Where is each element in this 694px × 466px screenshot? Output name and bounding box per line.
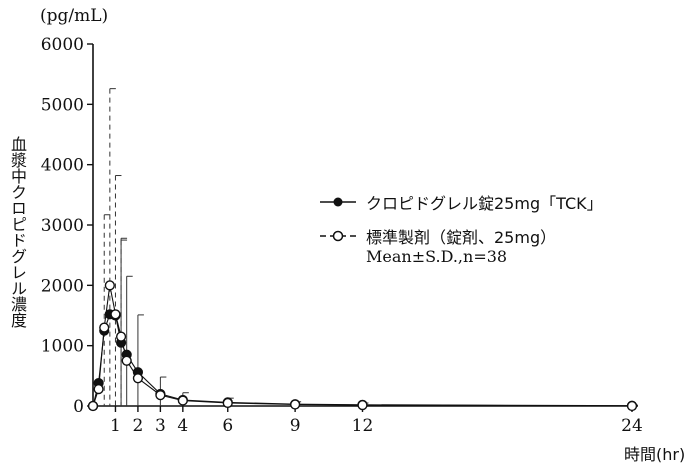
y-tick-label: 0	[73, 397, 84, 417]
data-point-reference	[93, 384, 104, 395]
y-tick-label: 1000	[41, 337, 84, 357]
data-point-reference	[177, 395, 188, 406]
y-tick-label: 3000	[41, 216, 84, 236]
data-point-reference	[104, 280, 115, 291]
legend: クロピドグレル錠25mg「TCK」 標準製剤（錠剤、25mg） Mean±S.D…	[318, 190, 603, 266]
series-line-1	[92, 285, 633, 407]
data-point-reference	[121, 355, 132, 366]
x-tick-label: 6	[222, 416, 233, 436]
x-tick-label: 2	[133, 416, 144, 436]
legend-label-test: クロピドグレル錠25mg「TCK」	[366, 194, 603, 213]
data-point-reference	[222, 397, 233, 409]
y-tick-label: 5000	[41, 95, 84, 115]
data-point-reference	[290, 399, 301, 410]
y-axis-label: 血漿中クロピドグレル濃度	[8, 136, 27, 328]
legend-item-reference: 標準製剤（錠剤、25mg）	[318, 224, 603, 248]
data-point-reference	[99, 322, 110, 333]
error-bars	[103, 88, 638, 406]
y-axis-unit: (pg/mL)	[40, 6, 109, 26]
x-axis-label: 時間(hr)	[624, 445, 686, 464]
legend-item-test: クロピドグレル錠25mg「TCK」	[318, 190, 603, 214]
x-tick-label: 3	[155, 416, 166, 436]
data-point-reference	[132, 373, 144, 384]
data-points	[87, 280, 638, 412]
data-point-reference	[357, 399, 368, 411]
data-point-reference	[110, 309, 121, 320]
legend-symbol-filled-circle	[320, 197, 356, 207]
series-lines	[92, 285, 633, 407]
series-line-0	[92, 313, 633, 407]
x-tick-label: 4	[177, 416, 188, 436]
stats-note: Mean±S.D.,n=38	[366, 247, 508, 266]
data-point-reference	[87, 400, 99, 412]
data-point-reference	[626, 400, 638, 412]
y-tick-label: 2000	[41, 276, 84, 296]
data-point-reference	[155, 390, 166, 401]
legend-label-reference: 標準製剤（錠剤、25mg）	[366, 228, 557, 247]
y-tick-label: 6000	[41, 35, 84, 55]
y-tick-label: 4000	[41, 156, 84, 176]
x-tick-label: 24	[621, 416, 643, 436]
x-tick-label: 9	[290, 416, 301, 436]
x-tick-label: 12	[352, 416, 374, 436]
data-point-reference	[115, 331, 127, 342]
legend-symbol-open-circle	[320, 230, 356, 242]
x-tick-label: 1	[110, 416, 121, 436]
